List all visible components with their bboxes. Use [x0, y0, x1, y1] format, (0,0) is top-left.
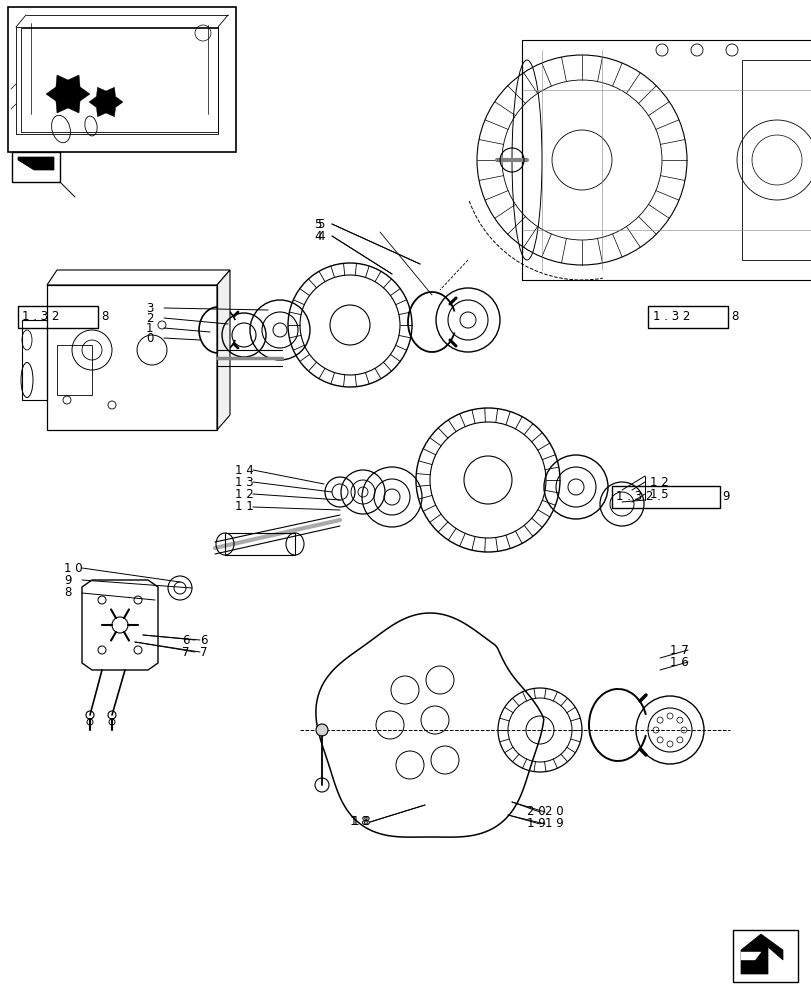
Text: 1 . 3 2: 1 . 3 2 — [22, 310, 59, 324]
Text: 4: 4 — [316, 230, 324, 242]
Bar — [22, 320, 47, 400]
Text: 8: 8 — [101, 310, 108, 324]
Polygon shape — [46, 75, 90, 113]
Bar — [21, 28, 217, 132]
Text: 5: 5 — [314, 218, 321, 231]
Polygon shape — [740, 934, 782, 974]
Polygon shape — [18, 157, 54, 170]
Bar — [521, 40, 811, 280]
Text: 1 7: 1 7 — [669, 644, 688, 656]
Bar — [12, 152, 60, 182]
Text: 1 2: 1 2 — [234, 488, 253, 500]
Text: 7: 7 — [200, 646, 208, 658]
Text: 1 . 3 2: 1 . 3 2 — [652, 310, 689, 324]
Text: 1 8: 1 8 — [350, 815, 368, 828]
Polygon shape — [740, 952, 760, 960]
Text: 2: 2 — [146, 312, 153, 324]
Text: 1 . 3 2 .: 1 . 3 2 . — [616, 490, 660, 504]
Bar — [741, 60, 811, 260]
Polygon shape — [89, 87, 122, 117]
Circle shape — [315, 724, 328, 736]
Text: 7: 7 — [182, 646, 189, 658]
Text: 1 9: 1 9 — [526, 817, 545, 830]
Text: 6: 6 — [200, 634, 208, 646]
Polygon shape — [217, 270, 230, 430]
Bar — [647, 306, 727, 328]
Text: 9: 9 — [64, 574, 71, 586]
Bar — [732, 930, 797, 982]
Text: 2 0: 2 0 — [544, 805, 563, 818]
Text: 1: 1 — [146, 322, 153, 334]
Text: 1 6: 1 6 — [669, 656, 688, 668]
Text: 4: 4 — [314, 230, 321, 242]
Text: 1 0: 1 0 — [64, 562, 83, 574]
Text: 1 2: 1 2 — [649, 476, 668, 488]
Bar — [8, 7, 236, 152]
Text: 0: 0 — [146, 332, 153, 344]
Bar — [611, 486, 719, 508]
Bar — [57, 345, 92, 395]
Text: 1 9: 1 9 — [544, 817, 563, 830]
Bar — [18, 306, 98, 328]
Bar — [47, 285, 217, 430]
Text: 8: 8 — [64, 586, 71, 599]
Bar — [225, 533, 294, 555]
Text: 8: 8 — [730, 310, 737, 324]
Text: 9: 9 — [721, 490, 728, 504]
Text: 2 0: 2 0 — [526, 805, 545, 818]
Text: 1 3: 1 3 — [234, 476, 253, 488]
Text: 5: 5 — [316, 218, 324, 231]
Text: 1 4: 1 4 — [234, 464, 253, 477]
Text: 1 5: 1 5 — [649, 488, 667, 500]
Text: 1 8: 1 8 — [351, 815, 370, 828]
Text: 6: 6 — [182, 634, 189, 646]
Text: 3: 3 — [146, 302, 153, 314]
Text: 1 1: 1 1 — [234, 500, 253, 514]
